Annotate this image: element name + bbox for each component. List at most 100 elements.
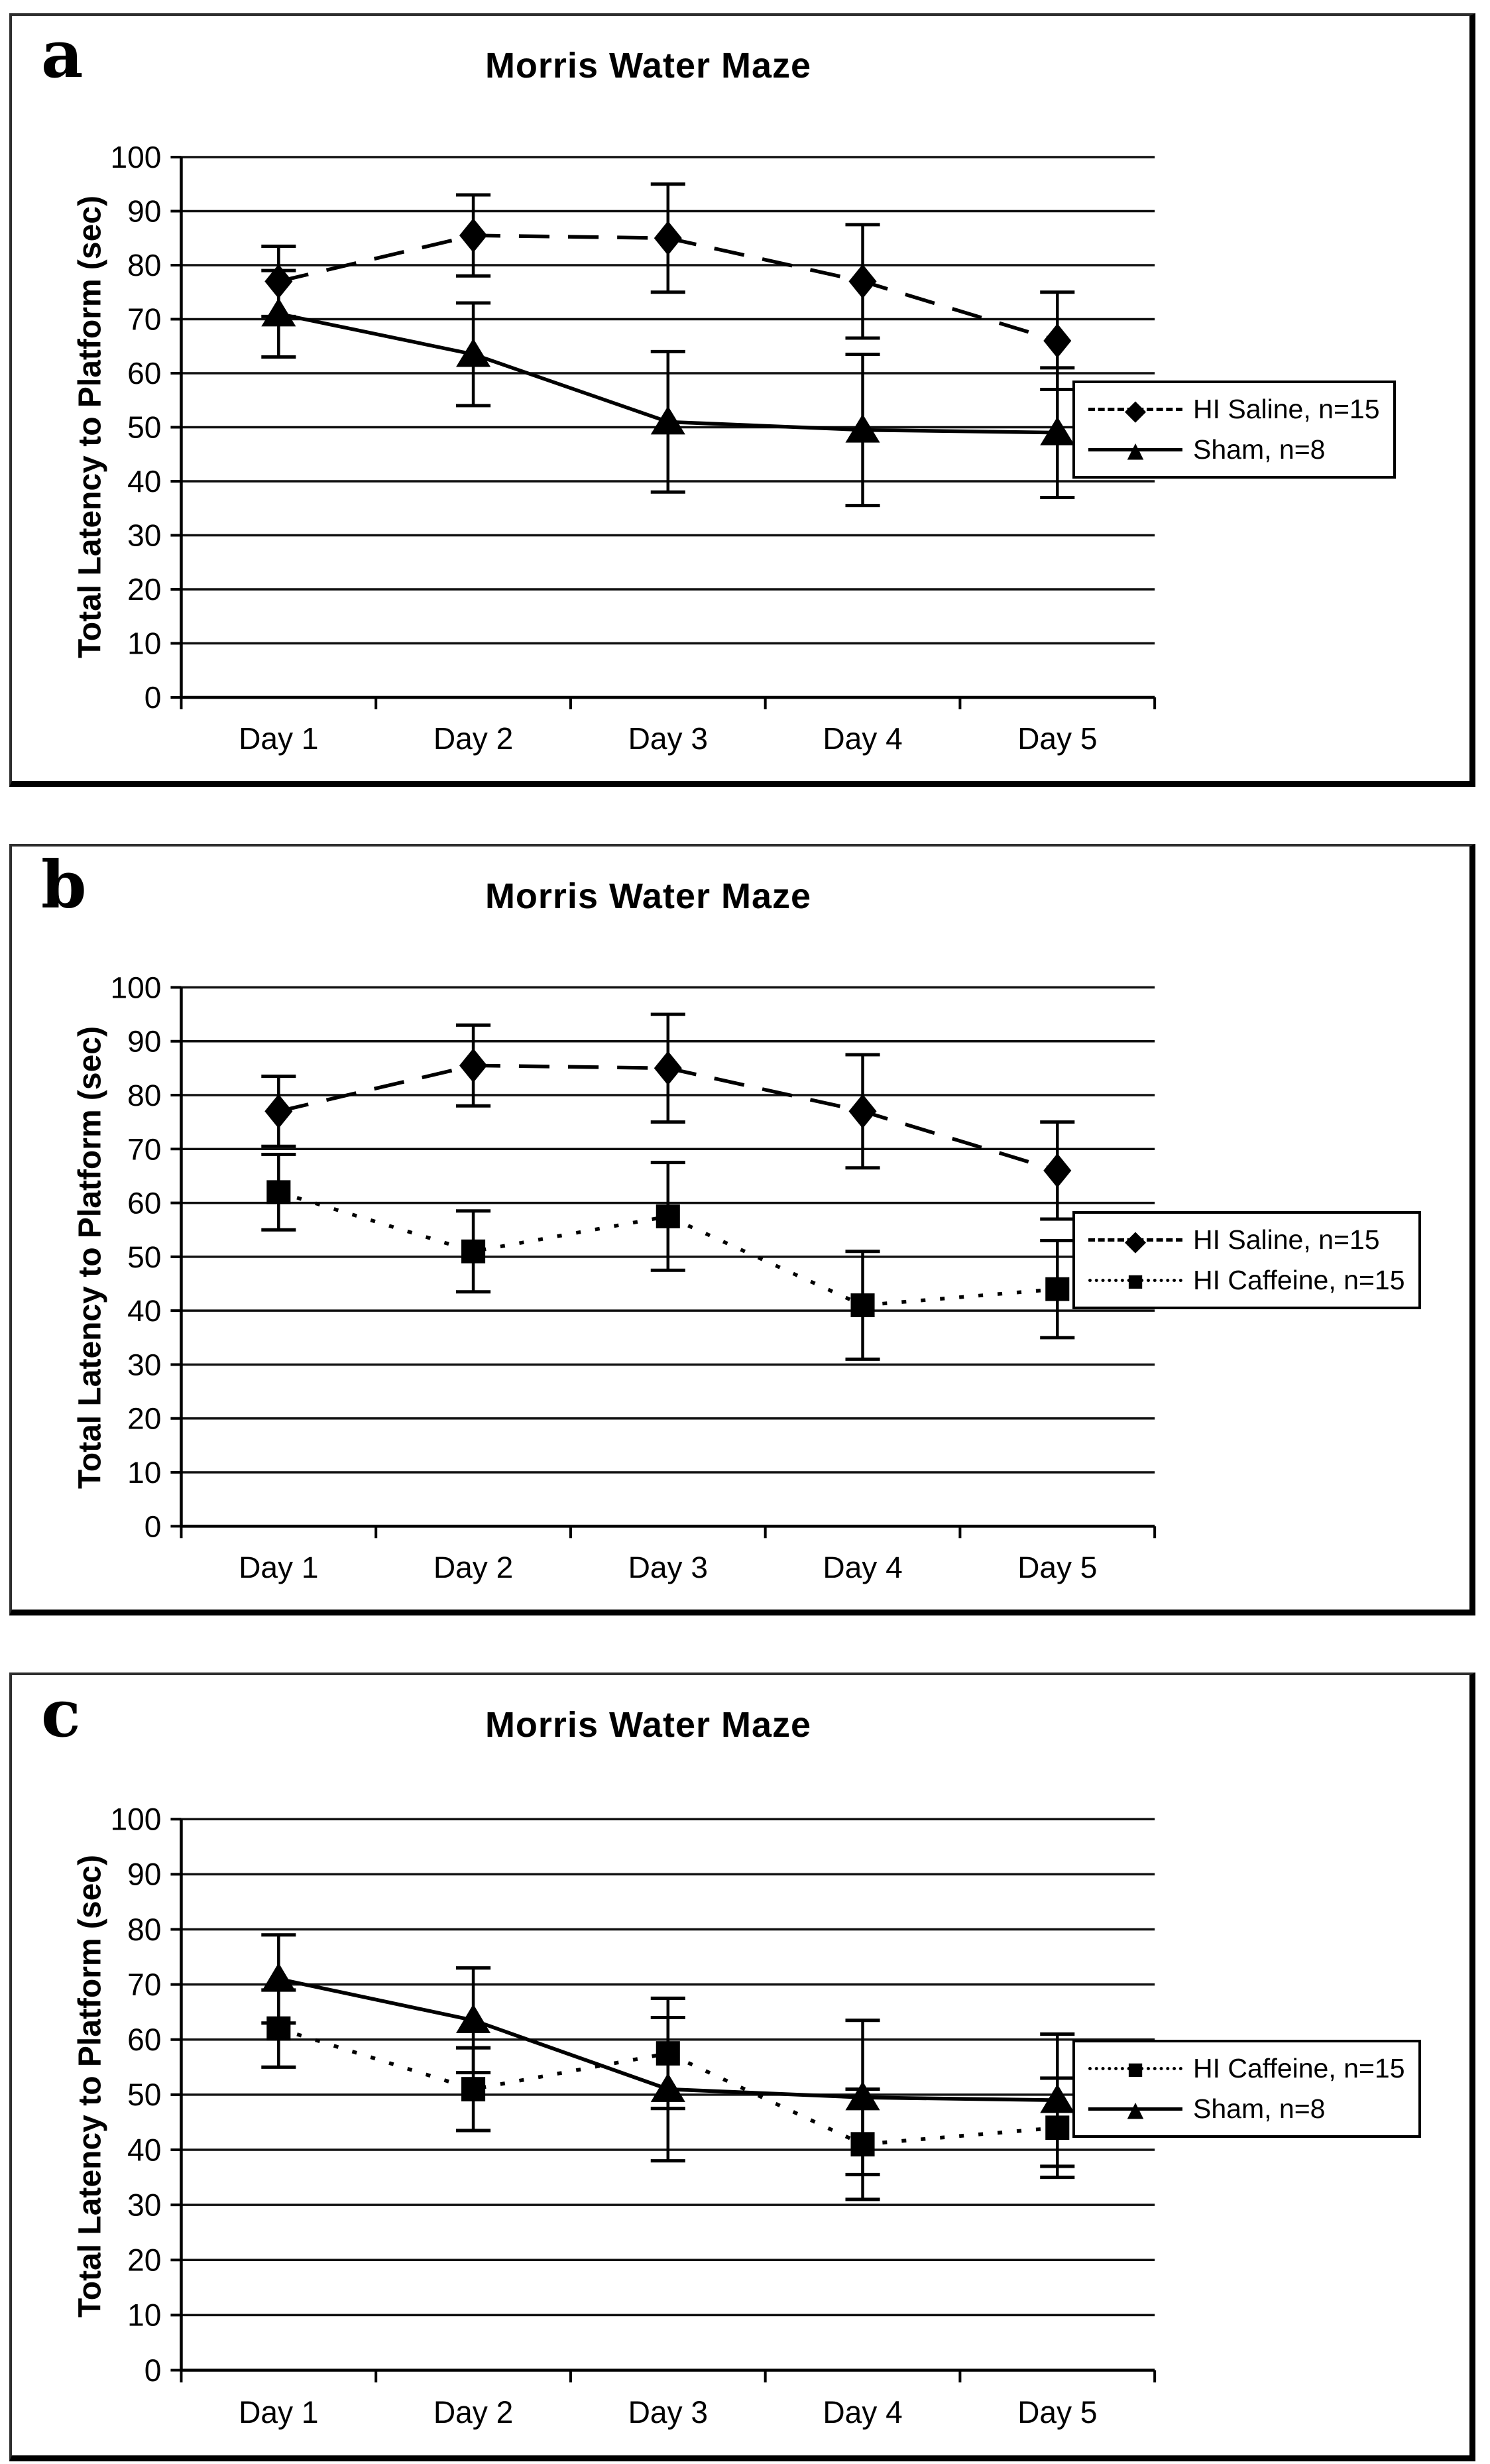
legend: ◆ HI Saline, n=15 ▲ Sham, n=8 [1072, 381, 1396, 479]
triangle-marker-icon [845, 414, 880, 443]
plot-area: 0 10 20 30 40 50 60 70 80 90 100 Day 1 Day 2 Day 3 Day… [111, 140, 1157, 756]
plot-area: 0 10 20 30 40 50 60 70 80 90 100 Day 1 Day 2 Day 3 Day… [111, 1802, 1157, 2430]
plot-area: 0 10 20 30 40 50 60 70 80 90 100 Day 1 Day 2 Day 3 Day… [111, 970, 1157, 1584]
panel-b: 0 10 20 30 40 50 60 70 80 90 100 Day 1 Day 2 Day 3 Day… [9, 844, 1475, 1615]
y-tick-label: 30 [127, 518, 161, 553]
x-category-label: Day 4 [823, 721, 902, 756]
legend-item: ■ HI Caffeine, n=15 [1088, 1265, 1405, 1296]
y-axis-label: Total Latency to Platform (sec) [72, 1855, 108, 2317]
y-axis-label: Total Latency to Platform (sec) [72, 196, 108, 658]
y-tick-label: 0 [144, 2353, 162, 2387]
y-tick-label: 0 [144, 1509, 162, 1543]
y-tick-label: 100 [111, 970, 162, 1004]
panel-letter: a [41, 17, 84, 93]
triangle-marker-icon [261, 298, 296, 327]
y-tick-label: 70 [127, 1132, 161, 1166]
y-tick-label: 20 [127, 572, 161, 607]
diamond-marker-icon [459, 1048, 488, 1083]
legend-label: HI Saline, n=15 [1193, 1224, 1380, 1255]
diamond-marker-icon [1043, 1153, 1072, 1188]
x-category-label: Day 2 [433, 1550, 513, 1584]
y-tick-label: 100 [111, 1802, 162, 1836]
legend-item: ■ HI Caffeine, n=15 [1088, 2053, 1405, 2084]
legend-label: HI Caffeine, n=15 [1193, 2053, 1405, 2083]
y-tick-label: 0 [144, 680, 162, 715]
y-tick-label: 50 [127, 1240, 161, 1274]
x-category-label: Day 1 [239, 721, 318, 756]
legend-item: ▲ Sham, n=8 [1088, 434, 1380, 465]
series-triangle [261, 1933, 1075, 2176]
series-triangle [261, 268, 1075, 508]
legend-item: ◆ HI Saline, n=15 [1088, 394, 1380, 425]
legend-line-sample-dotted: ■ [1088, 2055, 1182, 2083]
square-marker-icon [266, 1180, 291, 1204]
legend-label: HI Saline, n=15 [1193, 394, 1380, 424]
y-tick-label: 10 [127, 2298, 161, 2332]
panel-a: 0 10 20 30 40 50 60 70 80 90 100 Day 1 Day 2 Day 3 Day… [9, 13, 1475, 787]
legend-label: Sham, n=8 [1193, 2093, 1326, 2124]
square-marker-icon [850, 1293, 875, 1317]
diamond-icon: ◆ [1124, 394, 1147, 426]
y-tick-label: 30 [127, 1348, 161, 1382]
x-category-label: Day 3 [628, 721, 708, 756]
x-category-label: Day 5 [1017, 721, 1097, 756]
x-category-label: Day 5 [1017, 2395, 1097, 2430]
triangle-marker-icon [845, 2081, 880, 2111]
diamond-marker-icon [848, 264, 877, 299]
y-tick-label: 70 [127, 1967, 161, 2002]
y-tick-label: 40 [127, 1293, 161, 1328]
x-category-label: Day 5 [1017, 1550, 1097, 1584]
y-tick-label: 10 [127, 1455, 161, 1490]
x-category-label: Day 3 [628, 2395, 708, 2430]
square-marker-icon [461, 1239, 486, 1263]
y-tick-label: 70 [127, 302, 161, 337]
triangle-icon: ▲ [1121, 434, 1149, 466]
y-tick-label: 80 [127, 1078, 161, 1112]
diamond-marker-icon [654, 221, 682, 256]
triangle-marker-icon [261, 1962, 296, 1992]
y-tick-label: 60 [127, 1186, 161, 1220]
legend: ◆ HI Saline, n=15 ■ HI Caffeine, n=15 [1072, 1211, 1421, 1309]
series-diamond [261, 182, 1075, 391]
y-tick-label: 90 [127, 194, 161, 229]
square-icon: ■ [1127, 1265, 1144, 1297]
series-square [261, 1152, 1075, 1361]
y-tick-label: 40 [127, 2133, 161, 2167]
diamond-marker-icon [848, 1094, 877, 1129]
legend-line-sample-dotted: ■ [1088, 1267, 1182, 1295]
y-tick-label: 40 [127, 464, 161, 499]
panel-c: 0 10 20 30 40 50 60 70 80 90 100 Day 1 Day 2 Day 3 Day… [9, 1672, 1475, 2461]
legend-label: HI Caffeine, n=15 [1193, 1265, 1405, 1295]
triangle-marker-icon [1040, 2083, 1075, 2113]
series-line-dotted [278, 2026, 1058, 2146]
square-marker-icon [1045, 1277, 1070, 1301]
legend: ■ HI Caffeine, n=15 ▲ Sham, n=8 [1072, 2040, 1421, 2138]
axes: 0 10 20 30 40 50 60 70 80 90 100 Day 1 Day 2 Day 3 Day… [111, 970, 1157, 1584]
triangle-icon: ▲ [1121, 2093, 1149, 2125]
triangle-marker-icon [456, 338, 491, 367]
x-category-label: Day 4 [823, 1550, 902, 1584]
x-category-label: Day 2 [433, 2395, 513, 2430]
y-tick-label: 90 [127, 1024, 161, 1059]
square-marker-icon [461, 2077, 486, 2101]
y-tick-label: 60 [127, 2023, 161, 2057]
y-tick-label: 30 [127, 2188, 161, 2222]
diamond-marker-icon [459, 218, 488, 253]
y-tick-label: 50 [127, 410, 161, 445]
x-category-label: Day 2 [433, 721, 513, 756]
legend-line-sample-dashed: ◆ [1088, 396, 1182, 424]
triangle-marker-icon [650, 406, 685, 435]
axes: 0 10 20 30 40 50 60 70 80 90 100 Day 1 Day 2 Day 3 Day… [111, 140, 1157, 756]
panel-letter: b [41, 847, 87, 923]
y-tick-label: 80 [127, 248, 161, 282]
panel-letter: c [41, 1676, 81, 1752]
y-axis-label: Total Latency to Platform (sec) [72, 1026, 108, 1489]
y-tick-label: 50 [127, 2078, 161, 2112]
axes: 0 10 20 30 40 50 60 70 80 90 100 Day 1 Day 2 Day 3 Day… [111, 1802, 1157, 2430]
y-tick-label: 90 [127, 1857, 161, 1891]
y-tick-label: 20 [127, 1401, 161, 1436]
square-icon: ■ [1127, 2053, 1144, 2085]
diamond-marker-icon [1043, 323, 1072, 359]
x-category-label: Day 3 [628, 1550, 708, 1584]
diamond-marker-icon [264, 1094, 293, 1129]
